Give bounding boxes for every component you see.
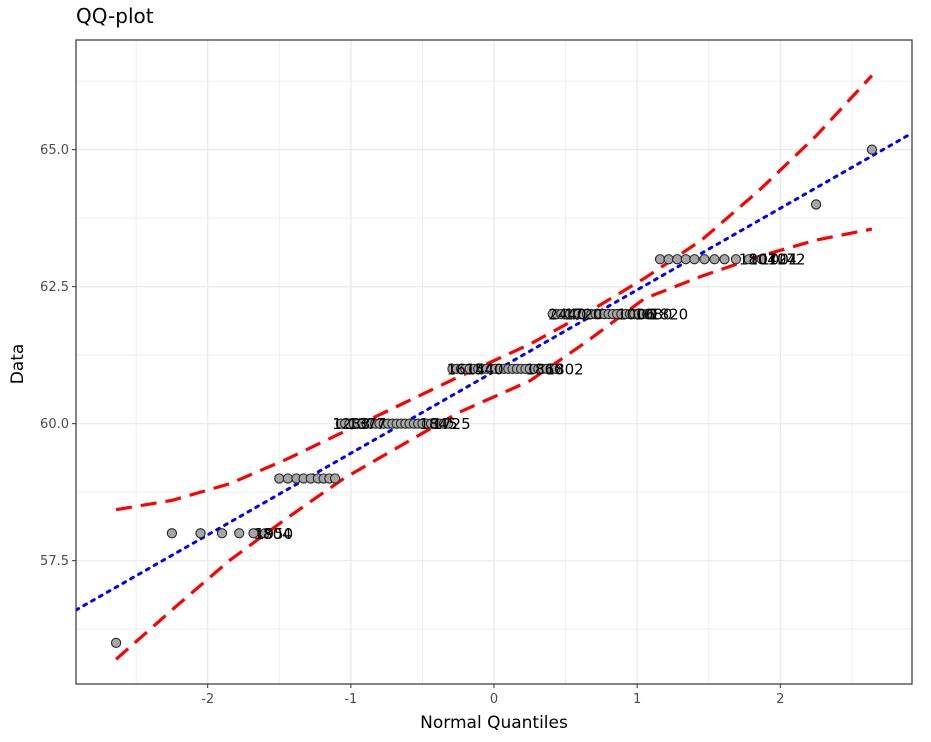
point-label: 1820	[650, 306, 688, 324]
point-label: 1006	[617, 306, 655, 324]
data-points	[110, 144, 878, 649]
x-tick-label: 2	[776, 692, 784, 707]
data-point	[689, 254, 700, 265]
y-tick-label: 65.0	[40, 143, 69, 158]
data-point	[166, 528, 178, 539]
data-point	[810, 199, 822, 210]
x-tick-label: -2	[201, 692, 214, 707]
x-tick-label: 1	[633, 692, 641, 707]
point-label: 1802	[546, 360, 584, 378]
chart-title: QQ-plot	[76, 4, 154, 28]
data-point	[672, 254, 683, 265]
x-tick-label: -1	[344, 692, 357, 707]
data-point	[646, 308, 657, 320]
point-label: 1725	[432, 415, 470, 433]
point-label: 1001	[760, 251, 798, 269]
point-label: 1720	[564, 306, 602, 324]
data-point	[709, 254, 720, 265]
data-point	[866, 144, 878, 155]
x-axis-ticks: -2 -1 0 1 2	[201, 684, 784, 707]
data-point	[259, 528, 271, 539]
x-axis-title: Normal Quantiles	[420, 713, 568, 733]
point-label: 1950	[255, 525, 293, 543]
data-point	[680, 254, 691, 265]
data-point	[234, 528, 245, 539]
data-point	[216, 528, 228, 539]
data-point	[654, 254, 666, 265]
point-label: 10724	[749, 251, 797, 269]
data-point	[110, 637, 122, 649]
data-point	[443, 418, 454, 429]
data-point	[756, 254, 767, 265]
data-point	[550, 363, 561, 375]
point-label: 2440	[548, 306, 586, 324]
y-axis-title: Data	[8, 344, 28, 385]
data-point	[699, 254, 710, 265]
data-point	[329, 473, 341, 484]
y-tick-label: 62.5	[40, 280, 69, 295]
point-label: 1614	[447, 360, 485, 378]
data-point	[195, 528, 206, 539]
data-point	[663, 254, 674, 265]
point-label: 1080	[634, 306, 672, 324]
point-label: 1377	[348, 415, 386, 433]
x-tick-label: 0	[490, 692, 498, 707]
point-label: 1540	[465, 360, 503, 378]
point-label: 1233	[332, 415, 370, 433]
data-point	[743, 254, 754, 265]
confidence-band-upper	[115, 74, 874, 512]
y-axis-ticks: 57.5 60.0 62.5 65.0	[40, 143, 76, 569]
data-point	[248, 528, 259, 539]
y-tick-label: 60.0	[40, 417, 69, 432]
data-point	[730, 254, 742, 265]
data-point	[274, 473, 285, 484]
y-tick-label: 57.5	[40, 554, 69, 569]
data-point	[719, 254, 730, 265]
point-label: 1072	[767, 251, 805, 269]
point-label: 1804	[254, 525, 292, 543]
point-label: 1860	[525, 360, 563, 378]
point-label: 1845	[420, 415, 458, 433]
point-label: 1804	[739, 251, 777, 269]
data-point	[282, 473, 294, 484]
